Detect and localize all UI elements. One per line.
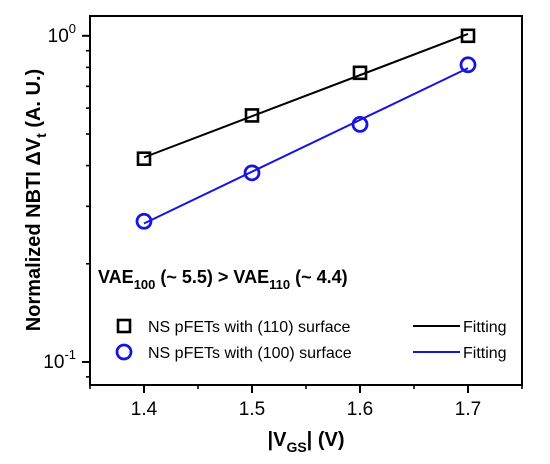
legend-label-fit-110: Fitting bbox=[463, 319, 507, 336]
fit-line-series-1 bbox=[143, 67, 469, 225]
legend-label-fit-100: Fitting bbox=[463, 345, 507, 362]
y-tick-label: 100 bbox=[48, 21, 76, 47]
y-axis-title: Normalized NBTI ΔVt (A. U.) bbox=[23, 69, 49, 331]
legend-marker-circle bbox=[115, 343, 133, 361]
legend-label-series-100: NS pFETs with (100) surface bbox=[148, 345, 352, 362]
fit-lines bbox=[143, 33, 469, 225]
y-tick-label: 10-1 bbox=[43, 347, 76, 373]
x-axis-title: |VGS| (V) bbox=[268, 429, 345, 455]
x-tick-label: 1.7 bbox=[455, 399, 481, 420]
legend-label-series-110: NS pFETs with (110) surface bbox=[148, 319, 351, 336]
data-point-square bbox=[352, 65, 368, 81]
data-point-circle bbox=[243, 164, 261, 182]
data-point-square bbox=[136, 151, 152, 166]
data-markers bbox=[135, 28, 477, 230]
data-point-square bbox=[244, 108, 260, 123]
axis-ticks bbox=[82, 34, 523, 393]
x-tick-label: 1.6 bbox=[347, 399, 373, 420]
fit-line-series-0 bbox=[143, 33, 469, 159]
data-point-circle bbox=[459, 56, 477, 74]
x-tick-label: 1.4 bbox=[131, 399, 158, 420]
x-tick-label: 1.5 bbox=[239, 399, 265, 420]
tick-labels: 1.4 1.5 1.6 1.7 100 10-1 bbox=[43, 21, 481, 420]
data-point-square bbox=[460, 28, 476, 44]
annotation: VAE100 (~ 5.5) > VAE110 (~ 4.4) bbox=[98, 267, 348, 292]
legend: NS pFETs with (110) surface Fitting NS p… bbox=[115, 318, 507, 362]
data-point-circle bbox=[351, 116, 369, 133]
data-point-circle bbox=[135, 212, 153, 230]
legend-marker-square bbox=[116, 318, 132, 334]
